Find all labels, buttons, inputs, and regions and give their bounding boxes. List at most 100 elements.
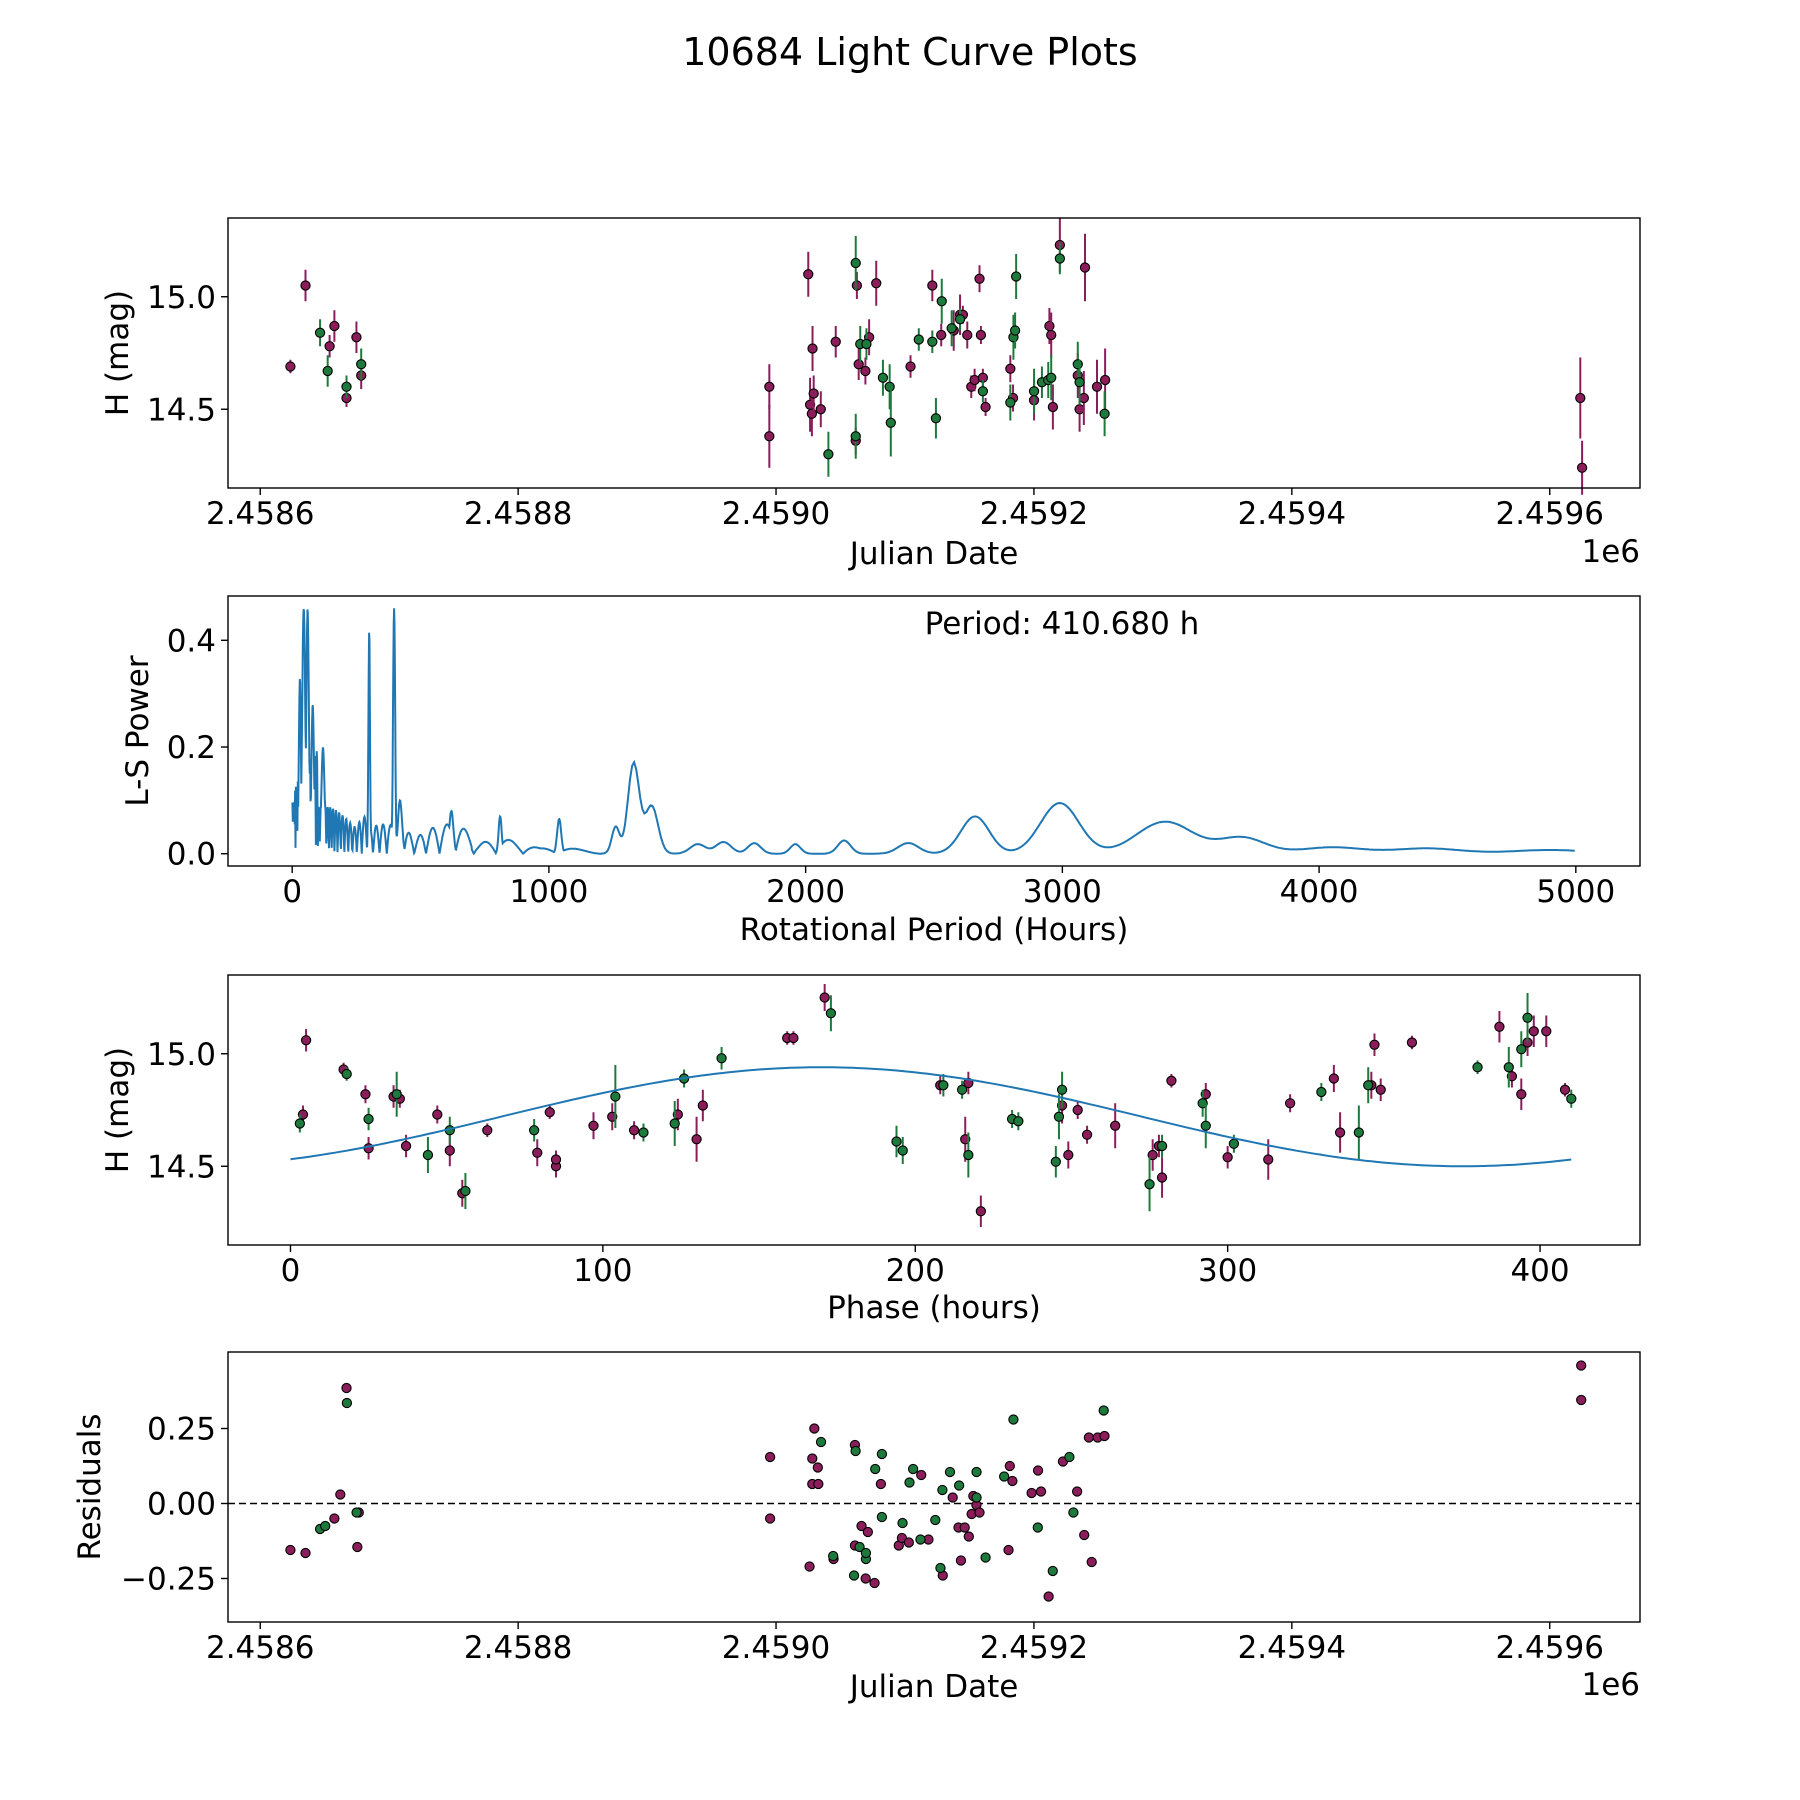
raw-green-point xyxy=(1072,359,1083,370)
residuals-green-point xyxy=(980,1552,991,1563)
folded-green-point xyxy=(1050,1156,1061,1167)
residuals-axis-ticks: 2.4586 2.4588 2.4590 2.4592 2.4594 2.4596 −0.2… xyxy=(121,1412,1604,1667)
residuals-magenta-point xyxy=(285,1544,296,1556)
folded-green-point xyxy=(528,1125,540,1136)
folded-magenta-point xyxy=(1328,1073,1340,1084)
residuals-magenta-point xyxy=(869,1577,880,1589)
residuals-magenta-point xyxy=(947,1492,958,1503)
residuals-magenta-point xyxy=(809,1423,820,1434)
residuals-magenta-point xyxy=(1035,1486,1047,1497)
residuals-green-point xyxy=(341,1397,353,1409)
residuals-magenta-point xyxy=(1026,1487,1037,1499)
residuals-magenta-point xyxy=(341,1382,352,1394)
folded-green-point xyxy=(1056,1084,1068,1095)
residuals-green-point xyxy=(1032,1522,1043,1533)
residuals-x-tick-label: 2.4590 xyxy=(722,1630,830,1666)
raw-magenta-point xyxy=(936,329,947,341)
raw-magenta-point xyxy=(1005,363,1016,374)
raw-green-point xyxy=(954,314,966,325)
raw-magenta-point xyxy=(975,329,987,341)
raw-magenta-point xyxy=(974,273,985,284)
folded-green-point xyxy=(1472,1062,1483,1073)
raw-magenta-point xyxy=(1576,462,1588,473)
residuals-x-tick-label: 2.4586 xyxy=(206,1630,314,1666)
folded-magenta-point xyxy=(532,1147,543,1158)
periodogram-y-tick-label: 0.2 xyxy=(167,730,216,766)
residuals-green-point xyxy=(850,1445,861,1457)
raw-green-point xyxy=(341,381,352,392)
residuals-magenta-point xyxy=(1003,1544,1014,1556)
raw-magenta-point xyxy=(860,365,871,377)
residuals-x-tick-label: 2.4594 xyxy=(1238,1630,1346,1666)
raw-axis-ticks: 2.4586 2.4588 2.4590 2.4592 2.4594 2.4596 14.5… xyxy=(147,280,1604,532)
folded-green-point xyxy=(1316,1086,1327,1098)
folded-magenta-point xyxy=(1528,1026,1539,1037)
periodogram-x-tick-label: 1000 xyxy=(509,874,588,910)
folded-magenta-point xyxy=(482,1125,493,1136)
residuals-green-point xyxy=(998,1471,1010,1482)
residuals-magenta-point xyxy=(1083,1432,1095,1443)
folded-magenta-point xyxy=(550,1154,562,1165)
folded-green-point xyxy=(1228,1138,1240,1149)
periodogram-x-tick-label: 5000 xyxy=(1536,874,1615,910)
folded-green-point xyxy=(963,1149,974,1161)
residuals-green-point xyxy=(876,1448,888,1460)
raw-magenta-point xyxy=(962,329,973,341)
residuals-green-point xyxy=(351,1507,362,1518)
residuals-magenta-point xyxy=(764,1451,776,1463)
periodogram-y-axis-label: L-S Power xyxy=(120,655,156,806)
raw-x-tick-label: 2.4586 xyxy=(206,496,314,532)
folded-magenta-point xyxy=(819,992,830,1003)
folded-magenta-point xyxy=(1156,1172,1168,1183)
raw-green-point xyxy=(1074,377,1085,388)
folded-plot-frame xyxy=(227,974,1641,1246)
raw-magenta-point xyxy=(871,278,882,289)
residuals-magenta-point xyxy=(875,1478,887,1490)
raw-y-tick-label: 15.0 xyxy=(147,280,216,316)
folded-green-point xyxy=(638,1127,649,1138)
raw-green-point xyxy=(850,257,861,269)
folded-model-curve xyxy=(290,1066,1572,1168)
folded-green-point xyxy=(891,1136,902,1147)
raw-green-point xyxy=(885,417,896,428)
folded-magenta-point xyxy=(1494,1021,1505,1032)
folded-green-point xyxy=(938,1080,949,1091)
folded-magenta-point xyxy=(1222,1152,1233,1163)
residuals-magenta-point xyxy=(1086,1556,1097,1568)
folded-magenta-point xyxy=(444,1145,455,1156)
folded-green-point xyxy=(1516,1044,1527,1055)
residuals-green-point xyxy=(828,1550,839,1562)
folded-magenta-point xyxy=(1369,1039,1380,1050)
folded-magenta-point xyxy=(1406,1037,1418,1048)
residuals-green-point xyxy=(1064,1451,1075,1463)
raw-green-point xyxy=(823,449,834,460)
folded-magenta-point xyxy=(1072,1104,1083,1116)
residuals-green-point xyxy=(937,1484,948,1496)
raw-magenta-point xyxy=(324,341,335,352)
residuals-magenta-point xyxy=(1099,1430,1110,1442)
folded-magenta-point xyxy=(697,1100,708,1111)
raw-magenta-point xyxy=(815,404,826,415)
raw-magenta-point xyxy=(1079,262,1091,273)
residuals-magenta-point xyxy=(807,1453,818,1464)
raw-green-point xyxy=(1028,386,1040,397)
residuals-green-point xyxy=(815,1436,827,1448)
folded-green-point xyxy=(1053,1111,1065,1122)
raw-magenta-point xyxy=(808,388,819,399)
residuals-green-point xyxy=(930,1514,941,1526)
residuals-green-point xyxy=(320,1520,331,1532)
raw-magenta-point xyxy=(806,408,818,419)
residuals-green-point xyxy=(1098,1405,1109,1416)
raw-magenta-point xyxy=(1047,401,1059,413)
folded-magenta-point xyxy=(628,1125,640,1136)
raw-green-point xyxy=(936,296,947,307)
folded-x-tick-label: 100 xyxy=(573,1253,632,1289)
folded-magenta-point xyxy=(360,1089,371,1100)
raw-magenta-point xyxy=(807,343,818,354)
panel-folded-light-curve: 0 100 200 300 400 14.5 15.0 Phase (hours) H (m… xyxy=(100,974,1641,1326)
residuals-green-point xyxy=(1047,1565,1058,1577)
raw-magenta-point xyxy=(300,280,311,291)
residuals-green-point xyxy=(915,1534,926,1545)
residuals-magenta-point xyxy=(1071,1486,1083,1497)
